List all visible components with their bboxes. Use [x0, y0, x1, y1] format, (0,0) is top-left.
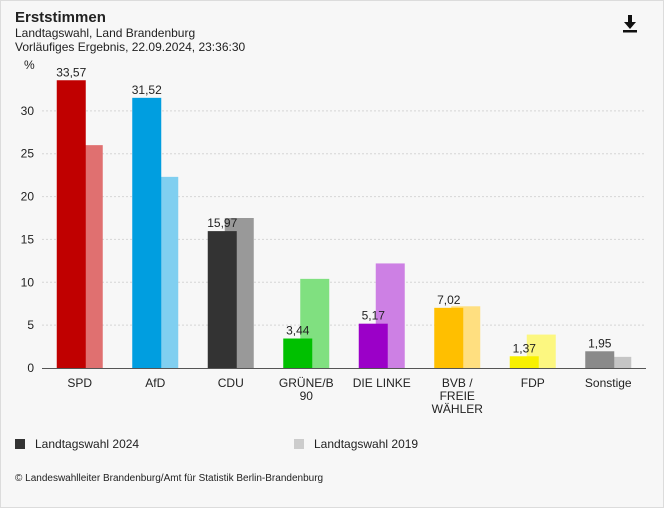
data-label: 7,02 [437, 293, 461, 307]
data-label: 15,97 [207, 216, 237, 230]
bar-chart: % 0 5 10 15 20 25 30 33,57 SPD 31,52 AfD 15,97 CDU 3,4… [21, 58, 646, 416]
data-label: 1,95 [588, 336, 612, 350]
bar-2024 [509, 356, 539, 368]
x-tick-label: Sonstige [585, 376, 632, 390]
x-tick-label: DIE LINKE [353, 376, 411, 390]
legend-label-2019: Landtagswahl 2019 [314, 437, 419, 451]
legend-item-2024: Landtagswahl 2024 [15, 437, 139, 451]
y-tick-label: 15 [21, 232, 35, 246]
bar-2024 [207, 231, 237, 368]
x-tick-label: CDU [218, 376, 244, 390]
bar-2024 [132, 97, 162, 368]
x-tick-label: FDP [521, 376, 545, 390]
download-icon[interactable] [620, 12, 642, 34]
source-credit: © Landeswahlleiter Brandenburg/Amt für S… [15, 473, 324, 484]
download-icon-glyph [623, 15, 637, 33]
legend-label-2024: Landtagswahl 2024 [35, 437, 140, 451]
y-axis-label: % [24, 58, 35, 72]
bar-2019 [602, 356, 632, 368]
y-tick-label: 5 [27, 318, 34, 332]
data-label: 5,17 [362, 309, 386, 323]
legend-swatch-2019 [294, 439, 304, 449]
data-label: 3,44 [286, 324, 310, 338]
y-tick-label: 10 [21, 275, 35, 289]
result-timestamp: Vorläufiges Ergebnis, 22.09.2024, 23:36:… [15, 40, 246, 54]
x-tick-label: BVB / FREIE WÄHLER [432, 376, 484, 416]
legend-item-2019: Landtagswahl 2019 [294, 437, 418, 451]
x-tick-label: SPD [67, 376, 92, 390]
bar-2024 [585, 351, 615, 368]
chart-title: Erststimmen [15, 9, 106, 26]
y-tick-label: 0 [27, 361, 34, 375]
data-label: 1,37 [513, 341, 537, 355]
legend-swatch-2024 [15, 439, 25, 449]
bar-2024 [434, 307, 464, 368]
bar-2024 [358, 323, 388, 368]
data-label: 31,52 [132, 83, 162, 97]
x-tick-label: AfD [145, 376, 165, 390]
bar-2024 [283, 338, 313, 368]
data-label: 33,57 [56, 65, 86, 79]
y-tick-label: 25 [21, 147, 35, 161]
chart-subtitle: Landtagswahl, Land Brandenburg [15, 26, 196, 40]
x-tick-label: GRÜNE/B 90 [279, 376, 334, 403]
y-tick-label: 30 [21, 104, 35, 118]
y-tick-label: 20 [21, 190, 35, 204]
bar-2024 [56, 80, 86, 368]
